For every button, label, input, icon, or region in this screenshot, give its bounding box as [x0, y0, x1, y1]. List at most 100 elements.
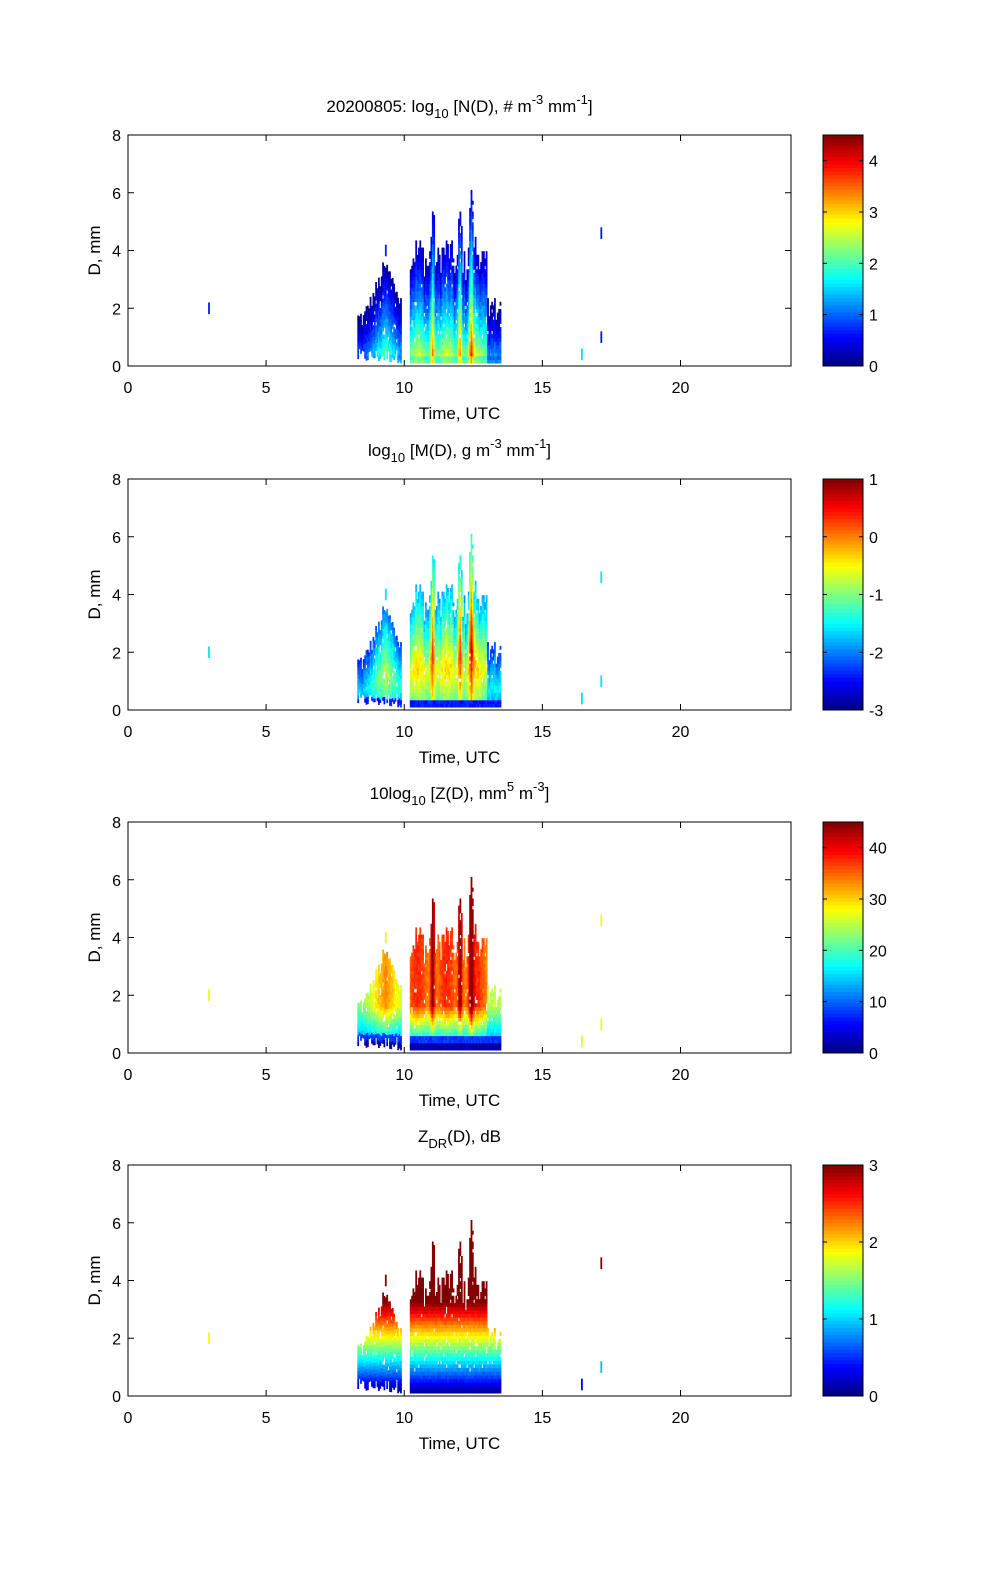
- heatmap-cell: [442, 323, 444, 327]
- heatmap-cell: [384, 697, 386, 701]
- heatmap-cell: [486, 617, 488, 621]
- heatmap-cell: [500, 360, 502, 364]
- heatmap-cell: [486, 291, 488, 295]
- heatmap-cell: [382, 328, 384, 332]
- heatmap-cell: [433, 588, 435, 592]
- heatmap-cell: [461, 233, 463, 237]
- colorbar-step: [823, 139, 863, 143]
- heatmap-cell: [460, 556, 462, 560]
- heatmap-cell: [392, 622, 394, 626]
- colorbar-step: [823, 265, 863, 269]
- heatmap-point: [385, 589, 387, 601]
- heatmap-cell: [455, 610, 457, 614]
- heatmap-cell: [419, 584, 421, 588]
- heatmap-cell: [500, 345, 502, 349]
- y-tick-label: 8: [112, 128, 121, 145]
- heatmap-cell: [439, 266, 441, 270]
- x-tick-label: 0: [124, 380, 133, 397]
- heatmap-cell: [500, 693, 502, 697]
- heatmap-cell: [400, 646, 402, 650]
- heatmap-cell: [475, 237, 477, 241]
- y-axis-label: D, mm: [85, 225, 104, 275]
- heatmap-cell: [464, 251, 466, 255]
- title-part: -1: [535, 436, 547, 451]
- heatmap-cell: [444, 277, 446, 281]
- heatmap-cell: [464, 273, 466, 277]
- heatmap-cell: [433, 592, 435, 596]
- heatmap-cell: [422, 248, 424, 252]
- heatmap-cell: [433, 606, 435, 610]
- heatmap-cell: [410, 664, 412, 668]
- heatmap-cell: [393, 287, 395, 291]
- heatmap-cell: [500, 696, 502, 700]
- heatmap-cell: [494, 302, 496, 306]
- heatmap-cell: [389, 275, 391, 279]
- heatmap-cell: [419, 284, 421, 288]
- heatmap-cell: [373, 637, 375, 641]
- title-part: 10: [434, 106, 448, 121]
- heatmap-cell: [490, 309, 492, 313]
- heatmap-cell: [447, 588, 449, 592]
- heatmap-cell: [461, 262, 463, 266]
- x-tick-label: 15: [533, 380, 551, 397]
- x-tick-label: 5: [262, 380, 271, 397]
- heatmap-cell: [471, 541, 473, 545]
- heatmap-cell: [439, 599, 441, 603]
- heatmap-cell: [370, 300, 372, 304]
- heatmap-cell: [378, 303, 380, 307]
- heatmap-cell: [500, 682, 502, 686]
- heatmap-cell: [464, 255, 466, 259]
- heatmap-cell: [484, 316, 486, 320]
- heatmap-cell: [472, 613, 474, 617]
- colorbar-step: [823, 341, 863, 345]
- heatmap-cell: [464, 617, 466, 621]
- heatmap-cell: [400, 675, 402, 679]
- heatmap-cell: [450, 628, 452, 632]
- heatmap-point: [581, 349, 583, 361]
- heatmap-cells: [208, 534, 602, 708]
- heatmap-cell: [500, 302, 502, 306]
- heatmap-cell: [433, 595, 435, 599]
- heatmap-cell: [360, 661, 362, 665]
- heatmap-cell: [483, 255, 485, 259]
- heatmap-cell: [458, 574, 460, 578]
- heatmap-cell: [464, 610, 466, 614]
- heatmap-cell: [382, 672, 384, 676]
- heatmap-cell: [437, 251, 439, 255]
- heatmap-cell: [413, 602, 415, 606]
- heatmap-cell: [400, 671, 402, 675]
- colorbar-step: [823, 272, 863, 276]
- y-tick-label: 6: [112, 530, 121, 547]
- heatmap-cell: [461, 599, 463, 603]
- heatmap-cell: [444, 678, 446, 682]
- heatmap-cell: [449, 269, 451, 273]
- heatmap-cell: [498, 667, 500, 671]
- heatmap-cell: [461, 258, 463, 262]
- heatmap-cell: [500, 349, 502, 353]
- heatmap-cell: [458, 592, 460, 596]
- colorbar-step: [823, 157, 863, 161]
- heatmap-cell: [486, 331, 488, 335]
- heatmap-cell: [439, 331, 441, 335]
- heatmap-cell: [475, 610, 477, 614]
- heatmap-cell: [400, 685, 402, 689]
- heatmap-cell: [425, 262, 427, 266]
- colorbar-tick-label: 0: [869, 359, 878, 376]
- heatmap-cell: [464, 277, 466, 281]
- heatmap-cell: [382, 263, 384, 267]
- colorbar-step: [823, 207, 863, 211]
- heatmap-cell: [486, 277, 488, 281]
- colorbar-step: [823, 251, 863, 255]
- heatmap-cell: [451, 584, 453, 588]
- heatmap-cell: [494, 305, 496, 309]
- heatmap-cell: [374, 322, 376, 326]
- heatmap-cell: [473, 313, 475, 317]
- heatmap-cell: [413, 302, 415, 306]
- heatmap-cell: [451, 595, 453, 599]
- colorbar-step: [823, 279, 863, 283]
- heatmap-cell: [472, 559, 474, 563]
- heatmap-cell: [454, 664, 456, 668]
- heatmap-cell: [425, 649, 427, 653]
- heatmap-cell: [374, 300, 376, 304]
- heatmap-cell: [486, 639, 488, 643]
